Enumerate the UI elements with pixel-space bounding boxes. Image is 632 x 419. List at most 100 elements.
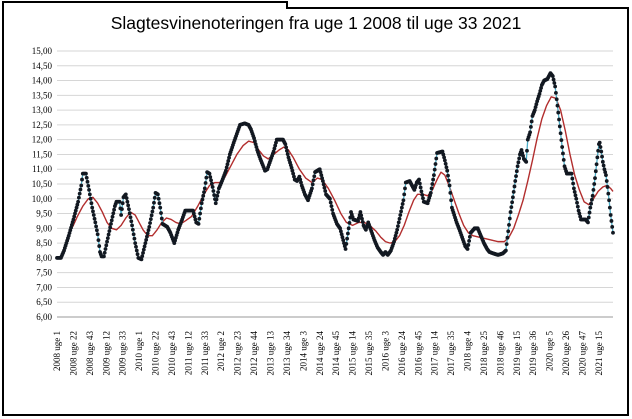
weekly-marker [159,216,164,221]
weekly-marker [320,179,325,183]
weekly-marker [573,193,578,198]
weekly-marker [588,205,593,210]
weekly-marker [120,201,125,206]
weekly-marker [142,244,147,249]
weekly-marker [290,168,295,173]
weekly-marker [520,151,525,155]
weekly-marker [103,247,108,251]
weekly-marker [574,196,579,201]
weekly-marker [428,190,433,195]
weekly-marker [395,227,400,232]
weekly-marker [106,232,111,237]
weekly-marker [440,149,445,154]
weekly-marker [200,197,205,202]
weekly-marker [207,171,212,176]
y-tick-label: 7,50 [36,268,52,278]
weekly-marker [560,145,565,149]
weekly-marker [610,224,615,229]
weekly-marker [609,219,614,223]
weekly-marker [203,181,208,185]
weekly-marker [441,152,446,157]
weekly-marker [120,207,124,212]
weekly-marker [558,131,563,136]
weekly-marker [133,241,138,246]
weekly-marker [511,195,515,200]
x-tick-label: 2018 uge 46 [495,331,505,376]
weekly-marker [80,177,84,182]
weekly-marker [420,192,425,197]
weekly-marker [607,205,612,210]
weekly-marker [432,173,436,178]
weekly-marker [148,221,152,225]
weekly-marker [431,177,436,182]
weekly-marker [148,217,153,222]
weekly-marker [344,241,349,246]
weekly-marker [591,188,596,192]
weekly-marker [328,200,333,205]
weekly-marker [524,159,529,164]
frame-border-top-left [2,1,288,3]
weekly-marker [467,234,472,239]
y-tick-label: 6,50 [36,297,52,307]
weekly-marker [557,117,561,122]
weekly-marker [596,148,601,153]
weekly-marker [396,220,401,225]
weekly-marker [399,205,404,210]
weekly-marker [606,191,611,196]
weekly-marker [537,91,542,96]
weekly-marker [209,178,213,183]
y-tick-label: 11,50 [32,149,52,159]
weekly-marker [271,149,276,154]
weekly-marker [392,239,396,244]
y-tick-label: 11,00 [32,164,52,174]
weekly-marker [417,181,422,186]
weekly-marker [204,175,209,180]
weekly-marker [358,210,363,214]
weekly-marker [152,195,157,200]
weekly-marker [401,198,406,203]
weekly-marker [569,171,574,176]
x-tick-label: 2020 uge 5 [545,331,555,371]
weekly-marker [611,230,615,235]
weekly-marker [533,105,538,110]
frame-border-bottom [2,414,629,416]
weekly-marker [597,140,602,145]
weekly-marker [513,179,518,183]
x-tick-label: 2016 uge 3 [380,331,390,371]
weekly-marker [79,183,84,188]
x-tick-label: 2011 uge 33 [200,331,210,376]
weekly-marker [126,203,131,208]
weekly-marker [603,170,608,175]
weekly-marker [78,187,83,192]
weekly-marker [87,192,92,197]
weekly-marker [131,232,136,237]
x-tick-label: 2014 uge 45 [331,331,341,376]
weekly-marker [135,252,140,257]
x-tick-label: 2010 uge 1 [134,331,144,371]
weekly-marker [329,204,334,209]
weekly-marker [516,160,521,165]
weekly-marker [512,184,517,189]
weekly-marker [117,199,122,204]
x-tick-label: 2015 uge 35 [364,331,374,376]
weekly-marker [226,159,231,163]
weekly-marker [128,215,133,220]
y-tick-label: 14,50 [32,61,53,71]
weekly-marker [155,192,160,197]
weekly-marker [433,162,438,166]
weekly-marker [109,218,114,223]
x-tick-label: 2017 uge 14 [430,331,440,376]
weekly-marker [517,156,522,161]
weekly-marker [607,198,611,203]
weekly-marker [291,171,296,176]
weekly-marker [515,164,520,169]
weekly-marker [509,205,514,210]
x-tick-label: 2013 uge 34 [282,331,292,376]
weekly-marker [446,173,450,178]
weekly-marker [572,186,576,191]
weekly-marker [575,200,579,205]
weekly-marker [102,250,107,255]
weekly-marker [320,176,324,180]
weekly-marker [210,185,215,189]
